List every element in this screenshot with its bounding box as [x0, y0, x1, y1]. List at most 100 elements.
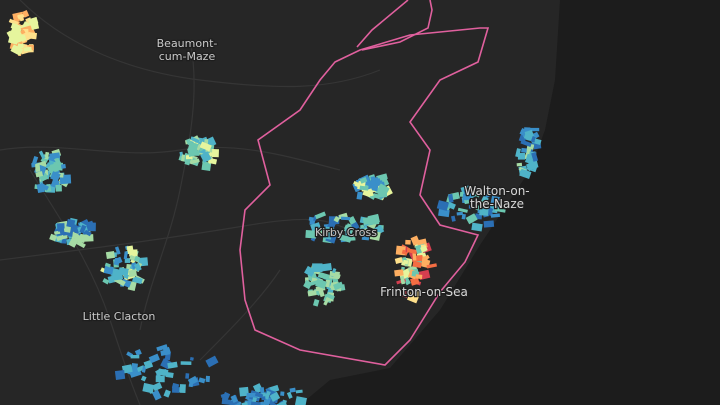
built-up-patch: [338, 212, 348, 220]
built-up-patch: [349, 236, 356, 241]
built-up-patch: [84, 229, 92, 237]
sea: [300, 0, 720, 405]
built-up-patch: [294, 396, 307, 405]
road: [139, 39, 195, 331]
built-up-patch: [415, 274, 423, 280]
built-up-patch: [79, 224, 87, 234]
built-up-patch: [50, 171, 61, 182]
built-up-patch: [360, 224, 365, 229]
built-up-patch: [114, 369, 126, 380]
district-boundary: [356, 0, 433, 51]
built-up-patch: [114, 246, 121, 255]
built-up-patch: [315, 278, 327, 289]
built-up-patch: [131, 363, 138, 372]
road: [19, 0, 381, 88]
built-up-patch: [76, 240, 86, 249]
district-boundary: [239, 27, 490, 366]
built-up-patch: [304, 265, 316, 277]
built-up-patch: [369, 230, 381, 241]
built-up-patch: [148, 353, 160, 364]
built-up-patch: [126, 245, 134, 252]
built-up-patch: [181, 154, 186, 162]
built-up-patch: [55, 184, 62, 192]
built-up-patch: [18, 15, 24, 22]
built-up-patch: [35, 171, 44, 178]
built-up-patch: [309, 220, 315, 226]
built-up-patch: [102, 278, 110, 285]
built-up-patch: [289, 387, 296, 393]
built-up-patch: [141, 365, 147, 373]
built-up-patch: [205, 355, 219, 368]
built-up-patch: [438, 208, 450, 218]
built-up-patch: [35, 163, 41, 172]
built-up-patch: [359, 176, 368, 184]
road: [0, 146, 341, 171]
built-up-patch: [29, 32, 38, 40]
built-up-patch: [465, 213, 478, 225]
built-up-patch: [198, 377, 206, 384]
built-up-patch: [6, 30, 14, 38]
built-up-patch: [57, 235, 68, 240]
built-up-patch: [230, 394, 238, 404]
built-up-patch: [324, 226, 333, 233]
built-up-patch: [36, 183, 45, 194]
place-labels: Beaumont-cum-Maze Walton-on-the-Naze Kirby…: [81, 36, 530, 325]
built-up-patch: [436, 200, 449, 211]
built-up-patch: [179, 384, 186, 393]
built-up-patch: [448, 193, 454, 203]
built-up-patch: [286, 391, 293, 399]
built-up-patch: [526, 160, 539, 172]
built-up-patch: [254, 391, 264, 399]
built-up-patch: [8, 34, 20, 45]
built-up-patch: [362, 217, 370, 225]
built-up-patch: [113, 270, 124, 281]
built-up-patch: [38, 150, 46, 160]
built-up-patch: [412, 253, 417, 261]
built-up-patch: [340, 216, 351, 221]
place-label: Little Clacton: [83, 310, 156, 323]
built-up-patch: [372, 193, 379, 199]
built-up-patch: [531, 136, 535, 143]
built-up-patch: [105, 250, 116, 260]
built-up-patch: [172, 387, 180, 393]
built-up-patch: [410, 235, 421, 246]
built-up-patch: [20, 29, 26, 35]
built-up-patch: [420, 245, 428, 253]
built-up-patch: [252, 397, 257, 403]
built-up-patch: [104, 262, 111, 268]
built-up-patch: [464, 193, 472, 201]
built-up-patch: [350, 221, 359, 230]
built-up-patch: [259, 387, 265, 394]
built-up-patch: [464, 199, 470, 205]
built-up-patch: [211, 149, 219, 158]
built-up-patch: [354, 181, 360, 188]
built-up-patch: [516, 162, 523, 167]
built-up-patch: [323, 232, 333, 240]
built-up-patch: [481, 187, 492, 199]
built-up-patch: [241, 401, 248, 405]
built-up-patch: [333, 281, 344, 291]
built-up-patch: [134, 348, 142, 356]
built-up-patch: [49, 233, 57, 242]
roads: [0, 0, 381, 405]
built-up-patch: [140, 375, 147, 382]
built-up-patch: [82, 234, 94, 242]
built-up-patch: [49, 152, 61, 160]
built-up-patch: [200, 151, 212, 163]
built-up-patch: [142, 382, 155, 394]
built-up-patch: [130, 355, 140, 359]
built-up-patch: [68, 237, 79, 248]
built-up-patch: [269, 401, 280, 405]
built-up-patch: [187, 375, 199, 386]
built-up-patch: [307, 289, 317, 297]
built-up-patch: [71, 232, 79, 239]
built-up-patch: [31, 155, 39, 166]
built-up-patch: [239, 386, 249, 397]
place-label: cum-Maze: [159, 50, 216, 63]
built-up-patch: [426, 263, 437, 269]
built-up-patch: [113, 257, 121, 266]
built-up-patch: [359, 185, 369, 191]
built-up-patch: [196, 143, 202, 151]
built-up-patch: [490, 213, 501, 218]
built-up-patch: [123, 251, 128, 260]
